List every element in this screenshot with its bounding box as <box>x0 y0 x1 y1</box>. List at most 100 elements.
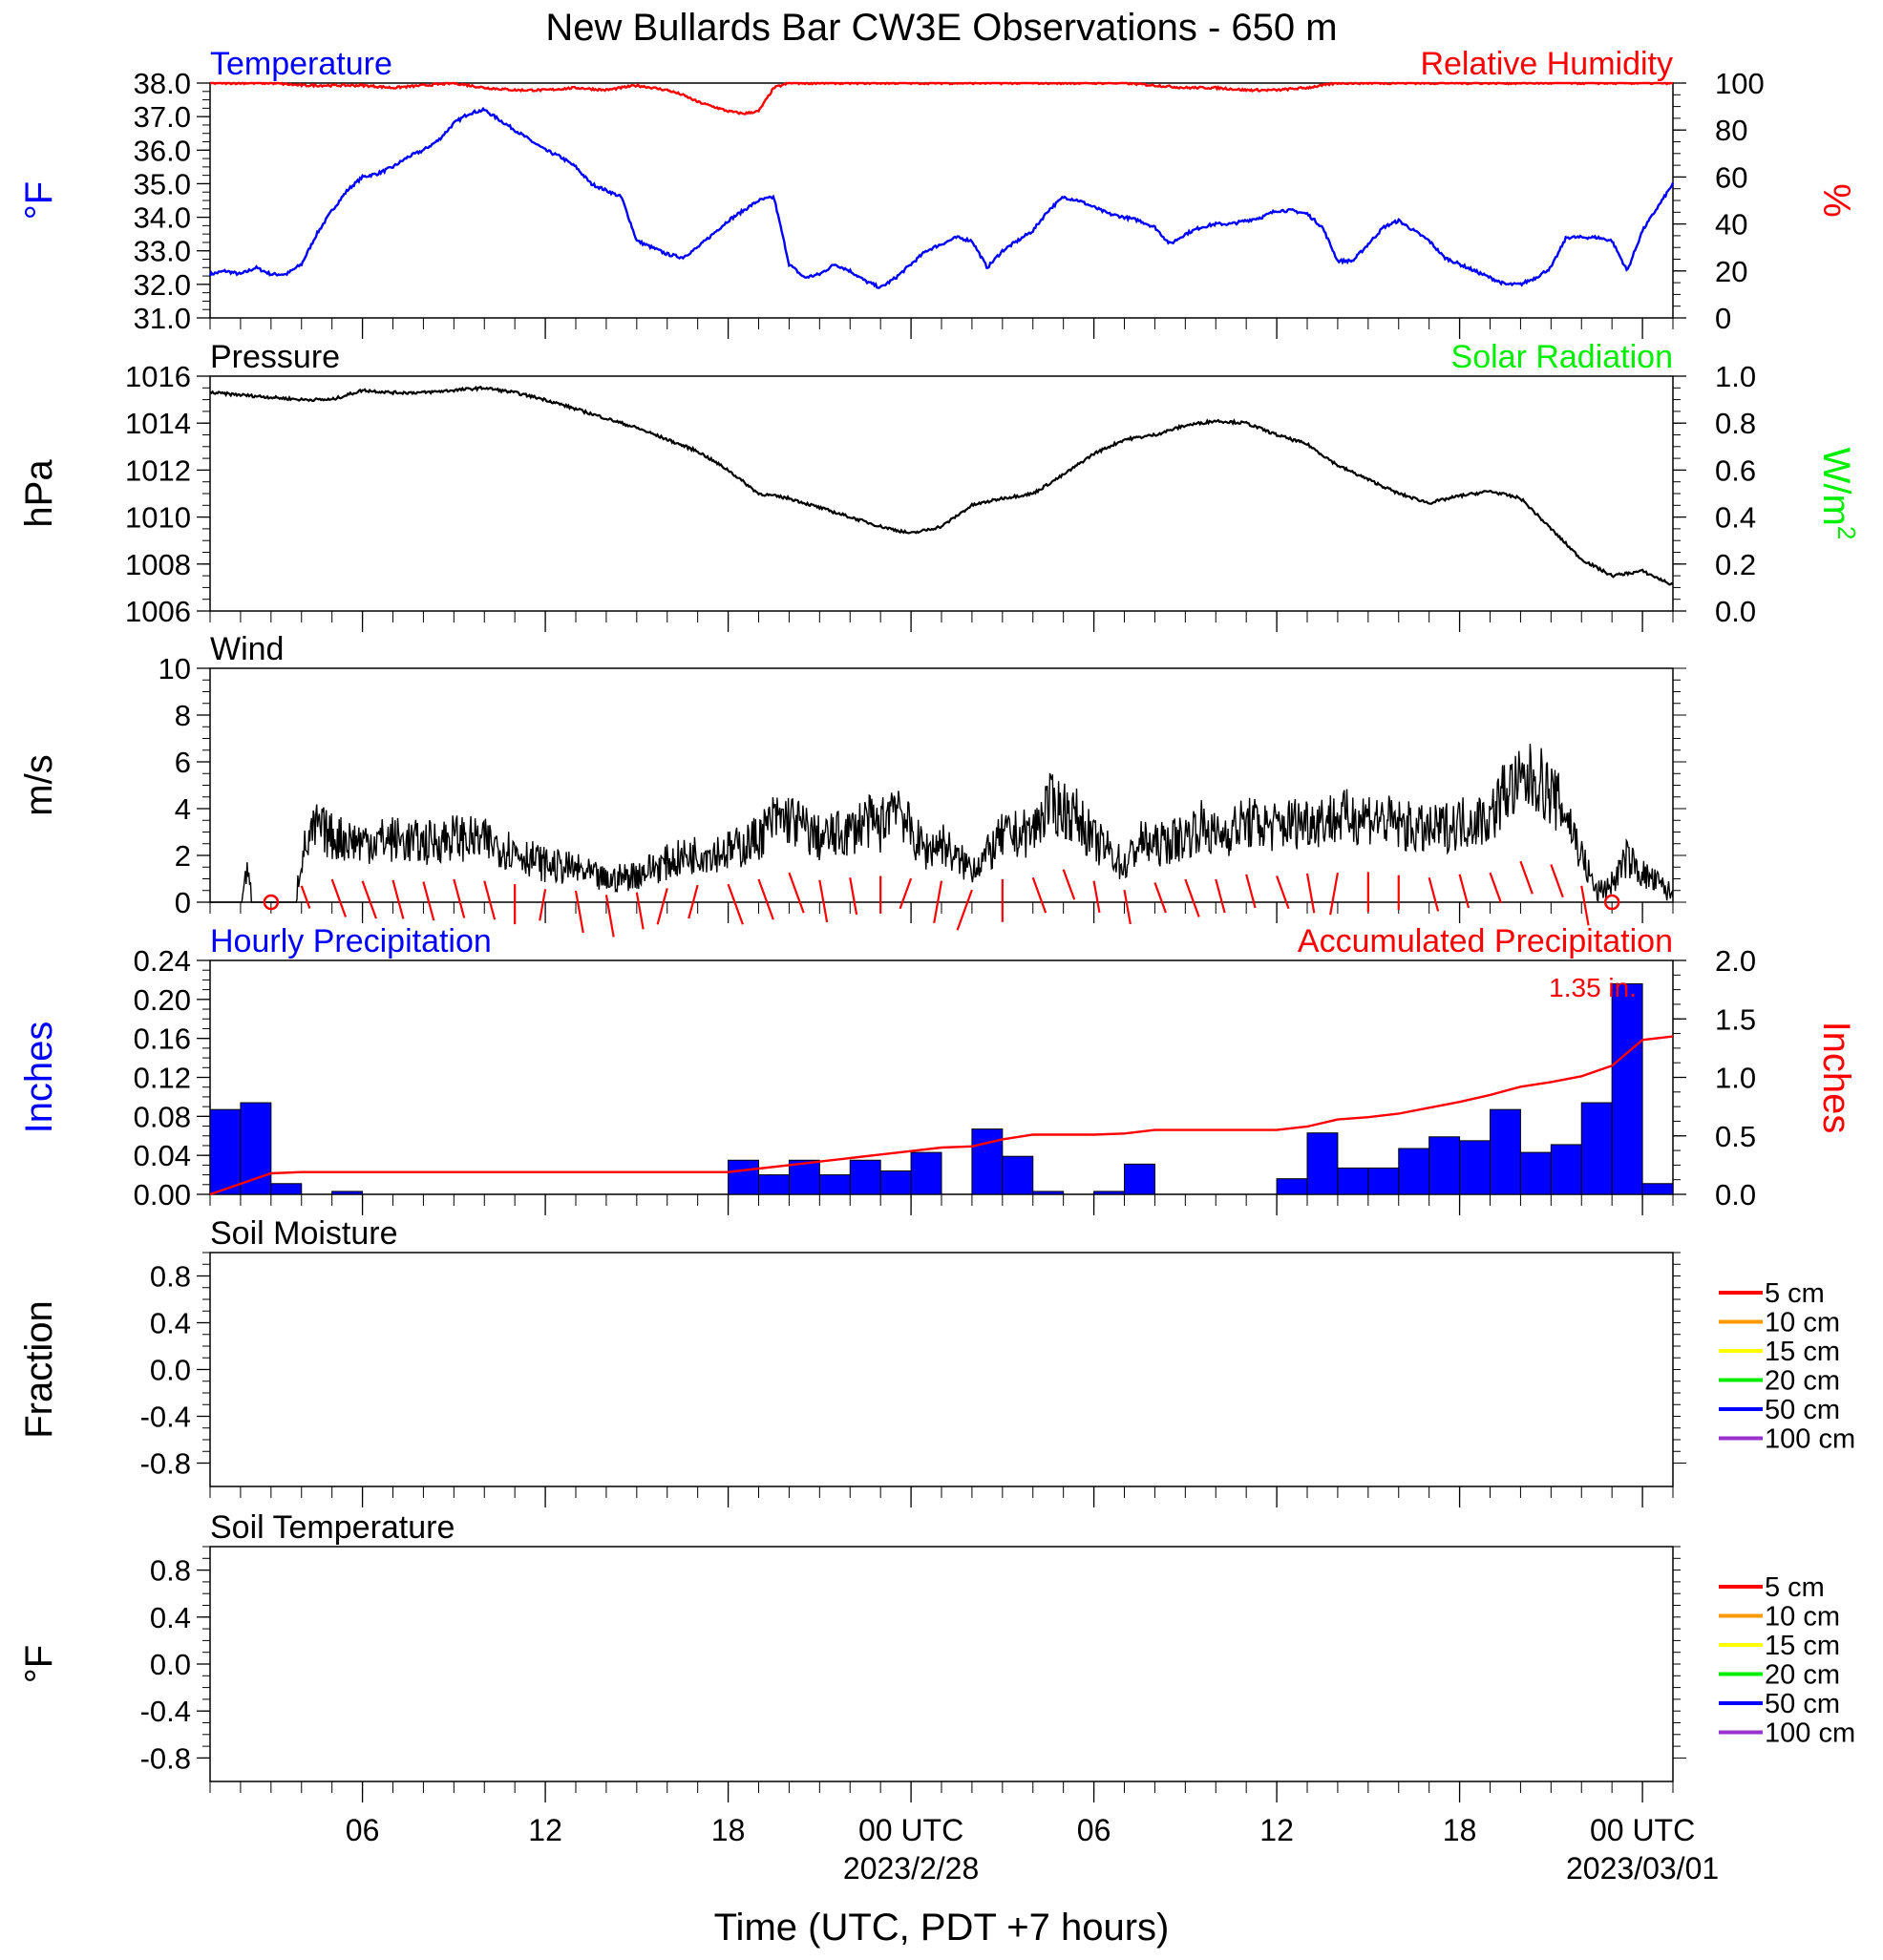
y-left-tick-label: 1010 <box>125 501 191 535</box>
wind-barb <box>688 884 699 919</box>
y-right-tick-label: 20 <box>1715 255 1747 288</box>
panel-title-left: Hourly Precipitation <box>210 923 492 959</box>
wind-barb <box>1184 878 1200 917</box>
wind-barb <box>1092 880 1101 913</box>
y-left-tick-label: 1014 <box>125 407 191 440</box>
y-left-tick-label: 36.0 <box>134 134 191 167</box>
y-right-axis-label: Inches <box>1815 1022 1857 1134</box>
panel-frame <box>209 82 1674 319</box>
wind-barb <box>1062 869 1076 900</box>
y-right-axis-label-superscript: 2 <box>1832 526 1861 539</box>
wind-barb <box>1153 882 1167 914</box>
y-left-tick-label: 0.24 <box>134 944 191 978</box>
wind-barb <box>330 878 348 917</box>
hourly-precip-bar <box>270 1183 303 1195</box>
y-left-tick-label: 0.8 <box>150 1554 191 1588</box>
y-right-axis-label: % <box>1815 183 1857 218</box>
temperature-series-line <box>208 106 1675 289</box>
y-left-tick-label: 38.0 <box>134 67 191 100</box>
panel-wind: 0 2 4 6 8 10 Wind m/s <box>18 631 1686 938</box>
y-left-tick-label: 32.0 <box>134 268 191 302</box>
figure-title: New Bullards Bar CW3E Observations - 650… <box>545 7 1337 49</box>
y-right-tick-label: 100 <box>1715 67 1765 100</box>
wind-barb <box>604 895 615 938</box>
legend-label: 100 cm <box>1765 1424 1855 1455</box>
y-left-tick-label: 35.0 <box>134 167 191 200</box>
legend-label: 20 cm <box>1765 1660 1840 1691</box>
legend-label: 50 cm <box>1765 1689 1840 1719</box>
y-left-tick-label: 1016 <box>125 360 191 393</box>
legend-label: 20 cm <box>1765 1366 1840 1397</box>
wind-barb <box>956 889 973 931</box>
accumulated-precip-line <box>209 1035 1674 1196</box>
y-left-axis-label: Fraction <box>18 1300 60 1439</box>
hourly-precip-bar <box>1276 1178 1308 1195</box>
panel-frame <box>209 375 1674 612</box>
hourly-precip-bar <box>788 1159 820 1195</box>
y-left-tick-label: 1006 <box>125 595 191 628</box>
y-left-axis-label: Inches <box>18 1022 60 1134</box>
panel-title-right: Relative Humidity <box>1420 46 1673 82</box>
time-tick-label: 18 <box>1443 1813 1477 1847</box>
wind-barb <box>899 877 913 910</box>
panel-title-left: Soil Temperature <box>210 1509 455 1546</box>
hourly-precip-bar <box>1367 1167 1400 1195</box>
y-right-tick-label: 0.4 <box>1715 501 1756 535</box>
wind-barb <box>391 879 405 919</box>
y-right-tick-label: 0.8 <box>1715 407 1756 440</box>
hourly-precip-bar <box>209 1108 242 1195</box>
panel-frame <box>209 667 1674 903</box>
hourly-precip-bar <box>1611 983 1643 1195</box>
y-left-tick-label: 0.16 <box>134 1022 191 1056</box>
time-tick-label: 12 <box>528 1813 562 1847</box>
y-left-tick-label: 0.0 <box>150 1354 191 1387</box>
legend-label: 10 cm <box>1765 1602 1840 1633</box>
y-right-tick-label: 40 <box>1715 208 1747 242</box>
time-tick-label: 06 <box>346 1813 380 1847</box>
hourly-precip-bar <box>1124 1163 1155 1195</box>
wind-barb <box>1329 872 1339 916</box>
y-left-tick-label: 31.0 <box>134 302 191 335</box>
hourly-precip-bar <box>1398 1148 1430 1195</box>
x-axis-label: Time (UTC, PDT +7 hours) <box>714 1907 1170 1949</box>
panel-frame <box>209 1546 1674 1782</box>
hourly-precip-bar <box>758 1174 790 1195</box>
y-right-tick-label: 2.0 <box>1715 944 1756 978</box>
panel-frame <box>209 1252 1674 1487</box>
y-left-tick-label: 8 <box>175 699 191 732</box>
hourly-precip-bar <box>879 1170 912 1195</box>
y-left-tick-label: 0.20 <box>134 983 191 1017</box>
wind-barb <box>1123 889 1132 925</box>
panel-soil-moisture: -0.8 -0.4 0.0 0.4 0.8 Soil Moisture Fraction 5 … <box>18 1215 1855 1507</box>
y-left-tick-label: 0.0 <box>150 1648 191 1681</box>
y-left-tick-label: 0.8 <box>150 1260 191 1294</box>
wind-barb <box>1245 874 1257 909</box>
wind-barb <box>656 888 668 925</box>
legend-label: 50 cm <box>1765 1395 1840 1425</box>
wind-barb <box>1276 875 1290 910</box>
wind-barb <box>1458 874 1470 909</box>
wind-barb <box>1550 864 1564 898</box>
y-left-tick-label: 4 <box>175 792 191 826</box>
hourly-precip-bar <box>1641 1183 1674 1195</box>
y-left-tick-label: -0.8 <box>140 1447 191 1481</box>
hourly-precip-bar <box>1490 1108 1521 1195</box>
hourly-precip-bar <box>818 1174 851 1195</box>
panel-title-left: Wind <box>210 631 284 667</box>
panel-title-left: Temperature <box>210 46 392 82</box>
y-left-tick-label: 37.0 <box>134 100 191 134</box>
panel-title-left: Soil Moisture <box>210 1215 398 1252</box>
y-left-axis-label: hPa <box>18 459 60 528</box>
y-right-axis-label: W/m2 <box>1815 448 1861 540</box>
wind-barb <box>1305 873 1316 914</box>
legend-label: 15 cm <box>1765 1337 1840 1367</box>
wind-barb <box>1215 878 1226 914</box>
hourly-precip-bar <box>1306 1132 1339 1195</box>
y-right-tick-label: 1.5 <box>1715 1002 1756 1036</box>
y-right-tick-label: 0.2 <box>1715 548 1756 581</box>
y-right-tick-label: 0.0 <box>1715 1178 1756 1212</box>
y-left-tick-label: -0.8 <box>140 1741 191 1775</box>
wind-barb <box>1580 885 1590 926</box>
y-left-tick-label: 33.0 <box>134 235 191 268</box>
